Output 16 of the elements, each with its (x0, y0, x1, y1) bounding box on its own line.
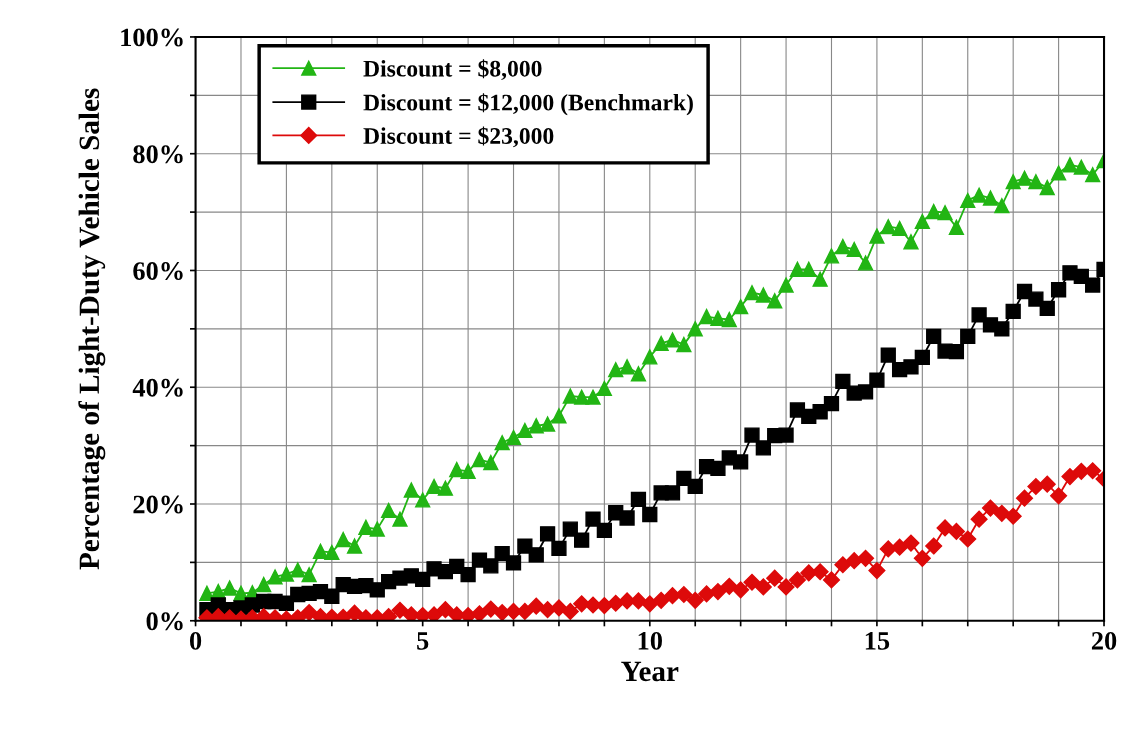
y-tick-label: 100% (121, 28, 183, 47)
y-tick-label: 60% (133, 262, 183, 280)
x-tick-label: 0 (189, 631, 202, 650)
y-tick-label: 40% (132, 378, 183, 397)
y-tick-label: 80% (133, 145, 183, 164)
x-axis-title: Year (621, 661, 679, 682)
y-tick-label: 0% (146, 612, 183, 631)
legend-label: Discount = $12,000 (Benchmark) (363, 93, 693, 116)
x-tick-label: 10 (638, 631, 662, 650)
x-tick-label: 15 (865, 632, 890, 650)
x-tick-label: 20 (1091, 631, 1117, 650)
x-tick-label: 5 (417, 632, 429, 650)
legend-label: Discount = $23,000 (363, 126, 554, 148)
legend-label: Discount = $8,000 (363, 59, 542, 81)
y-axis-title: Percentage of Light-Duty Vehicle Sales (78, 88, 106, 570)
y-tick-label: 20% (133, 495, 183, 514)
